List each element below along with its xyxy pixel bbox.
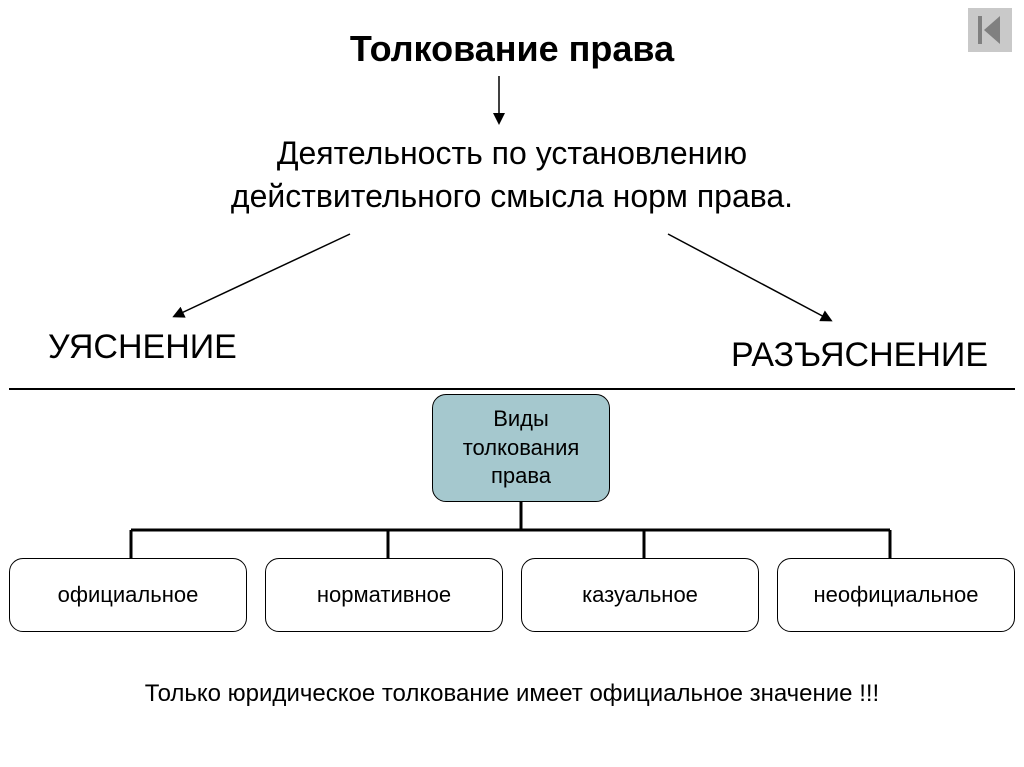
horizontal-divider [9, 388, 1015, 390]
tree-child-3: казуальное [521, 558, 759, 632]
tree-children-row: официальное нормативное казуальное неофи… [9, 558, 1015, 632]
branch-left-label: УЯСНЕНИЕ [48, 328, 237, 367]
arrow-layer-2 [0, 0, 1024, 767]
tree-root-box: Виды толкования права [432, 394, 610, 502]
branch-right-label: РАЗЪЯСНЕНИЕ [731, 336, 988, 375]
arrow-layer [0, 0, 1024, 767]
tree-child-1: официальное [9, 558, 247, 632]
arrow-left-branch [175, 234, 350, 316]
tree-connectors [0, 0, 1024, 767]
page-subtitle: Деятельность по установлению действитель… [0, 132, 1024, 218]
arrow-right-branch [668, 234, 830, 320]
footer-note: Только юридическое толкование имеет офиц… [0, 680, 1024, 708]
tree-root-label: Виды толкования права [439, 405, 603, 491]
subtitle-line-1: Деятельность по установлению [277, 135, 747, 171]
page-title: Толкование права [0, 28, 1024, 70]
tree-child-4: неофициальное [777, 558, 1015, 632]
tree-child-2: нормативное [265, 558, 503, 632]
subtitle-line-2: действительного смысла норм права. [231, 178, 793, 214]
